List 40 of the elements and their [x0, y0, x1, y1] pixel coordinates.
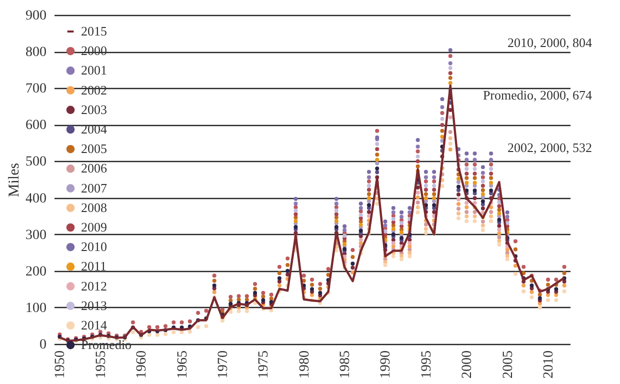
legend-label: 2011: [81, 258, 107, 274]
y-tick-label: 600: [26, 118, 46, 134]
y-tick-label: 400: [26, 191, 46, 206]
y-axis-title: Miles: [6, 162, 22, 198]
x-tick-label: 1990: [378, 350, 394, 378]
legend-label: 2001: [81, 62, 107, 78]
legend-label: 2008: [81, 200, 107, 215]
legend-label: 2004: [81, 122, 108, 136]
legend-label: 2005: [81, 141, 107, 156]
y-tick-label: 500: [26, 154, 46, 170]
x-tick-label: 1950: [53, 350, 68, 378]
x-tick-label: 2010: [542, 350, 557, 378]
x-tick-label: 1980: [297, 350, 312, 378]
legend-label: 2012: [81, 278, 107, 294]
annotation: Promedio, 2000, 674: [482, 88, 592, 103]
x-tick-label: 1955: [94, 350, 109, 378]
legend-label: 2015: [81, 24, 107, 38]
annotation: 2010, 2000, 804: [508, 34, 592, 50]
x-tick-label: 1995: [419, 350, 434, 378]
legend-label: 2006: [81, 160, 108, 176]
legend-label: 2007: [81, 180, 108, 196]
legend-label: 2003: [81, 102, 107, 117]
x-tick-label: 1960: [134, 350, 150, 378]
y-tick-label: 900: [26, 8, 46, 24]
y-tick-label: 700: [26, 82, 46, 97]
x-tick-label: 1985: [338, 350, 354, 378]
y-tick-label: 0: [40, 338, 46, 352]
legend-label: 2010: [81, 239, 107, 254]
x-tick-label: 2000: [460, 350, 476, 378]
y-tick-label: 300: [26, 228, 46, 243]
annotation: 2002, 2000, 532: [508, 140, 592, 156]
y-tick-label: 100: [26, 300, 46, 316]
x-tick-label: 1970: [216, 350, 231, 378]
x-tick-label: 2005: [500, 350, 516, 378]
y-tick-label: 800: [26, 45, 46, 60]
x-tick-label: 1975: [256, 350, 272, 378]
legend-label: 2009: [81, 220, 107, 234]
x-tick-label: 1965: [175, 350, 190, 378]
y-tick-label: 200: [26, 264, 46, 280]
legend-label: 2014: [81, 318, 108, 332]
